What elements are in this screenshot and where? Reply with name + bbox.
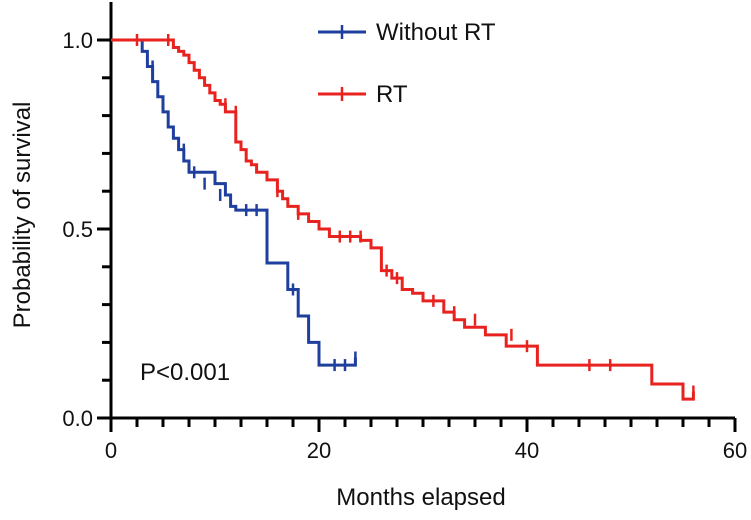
y-tick-label: 1.0 [62, 28, 93, 53]
survival-curve [111, 38, 357, 367]
y-tick-label: 0.0 [62, 406, 93, 431]
y-axis-title: Probability of survival [9, 102, 36, 329]
axes [109, 2, 735, 420]
legend-item: Without RT [318, 19, 496, 46]
y-ticks: 0.0 0.5 1.0 [62, 28, 111, 431]
x-tick-label: 40 [515, 438, 539, 463]
legend-label: RT [376, 81, 408, 108]
x-tick-label: 20 [307, 438, 331, 463]
series-layer [111, 34, 695, 401]
legend-label: Without RT [376, 19, 496, 46]
survival-curve [111, 38, 695, 401]
series-without-rt [111, 38, 357, 372]
x-ticks: 0 20 40 60 [105, 418, 747, 463]
series-rt [111, 34, 695, 401]
y-tick-label: 0.5 [62, 217, 93, 242]
x-tick-label: 60 [723, 438, 747, 463]
x-tick-label: 0 [105, 438, 117, 463]
x-axis-title: Months elapsed [336, 484, 505, 511]
p-value-annotation: P<0.001 [140, 359, 230, 386]
legend: Without RT RT [318, 19, 496, 108]
legend-item: RT [318, 81, 408, 108]
